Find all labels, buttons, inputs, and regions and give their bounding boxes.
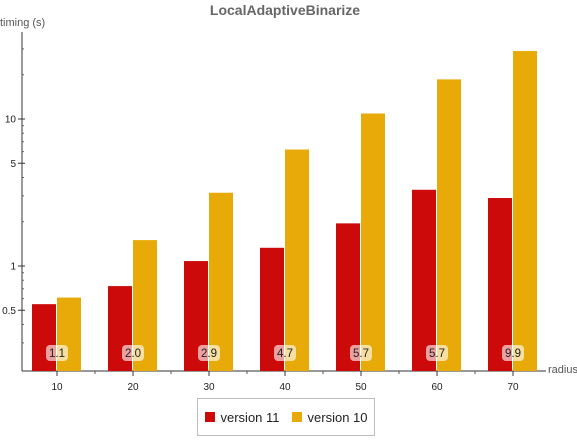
- bar-version-10-70: [513, 51, 537, 371]
- bar-label-box: [198, 345, 220, 361]
- bar-labels-layer: 1.1 2.0 2.9 4.7 5.7 5.7 9.9: [46, 345, 524, 361]
- bar-label-box: [122, 345, 144, 361]
- legend-label-version-11: version 11: [220, 409, 280, 425]
- bar-label-box: [426, 345, 448, 361]
- legend-item-version-10: version 10: [291, 409, 368, 425]
- x-tick-label: 50: [355, 382, 367, 393]
- bar-label-box: [274, 345, 296, 361]
- bar-version-11-70: [488, 198, 512, 371]
- x-axis-label: radius: [548, 364, 577, 376]
- x-tick-label: 60: [431, 382, 443, 393]
- bar-version-10-50: [361, 113, 385, 372]
- chart-title: LocalAdaptiveBinarize: [210, 2, 360, 18]
- x-tick-label: 40: [279, 382, 291, 393]
- x-tick-label: 30: [203, 382, 215, 393]
- bar-label: 5.7: [353, 348, 369, 360]
- y-axis-label: timing (s): [0, 17, 45, 29]
- legend-label-version-10: version 10: [307, 409, 368, 425]
- bar-version-11-60: [412, 189, 436, 371]
- x-tick-label: 70: [507, 382, 519, 393]
- bar-label: 5.7: [429, 348, 445, 360]
- bar-version-10-30: [209, 192, 233, 371]
- y-ticks-layer: 0.5 1 5 10: [2, 48, 25, 344]
- bar-label: 4.7: [277, 348, 293, 360]
- bar-label-box: [350, 345, 372, 361]
- y-tick-label: 5: [10, 159, 16, 170]
- x-ticks-layer: 10 20 30 40 50 60 70: [51, 371, 519, 393]
- legend-item-version-11: version 11: [204, 409, 280, 425]
- x-tick-label: 20: [127, 382, 139, 393]
- legend: version 11 version 10: [197, 398, 375, 436]
- x-tick-label: 10: [51, 382, 63, 393]
- legend-swatch-version-11: [204, 412, 215, 422]
- bar-version-10-40: [285, 149, 309, 371]
- bars-layer: [32, 51, 537, 372]
- bar-label: 2.0: [125, 348, 141, 360]
- bar-version-10-60: [437, 79, 461, 372]
- bar-label-box: [46, 345, 68, 361]
- bar-label-box: [502, 345, 524, 361]
- bar-label: 9.9: [505, 348, 521, 360]
- legend-swatch-version-10: [291, 412, 302, 422]
- y-tick-label: 0.5: [2, 306, 16, 317]
- bar-label: 1.1: [49, 348, 65, 360]
- bar-label: 2.9: [201, 348, 217, 360]
- y-tick-label: 1: [10, 262, 16, 273]
- y-tick-label: 10: [5, 115, 17, 126]
